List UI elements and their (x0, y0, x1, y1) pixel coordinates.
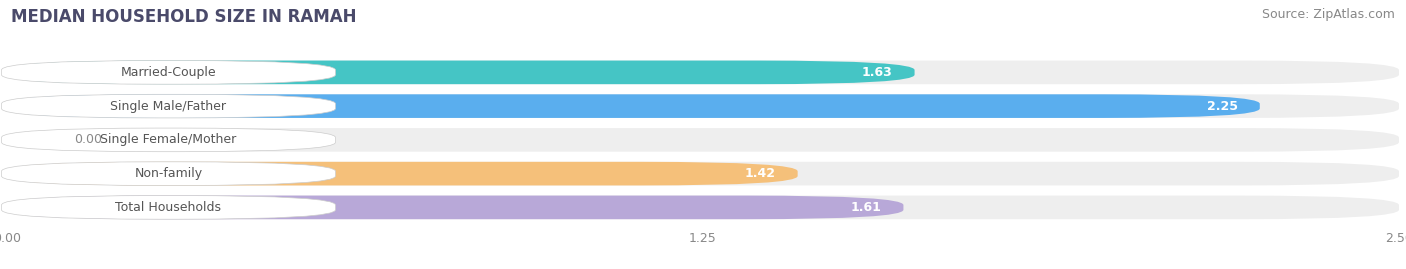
FancyBboxPatch shape (7, 61, 1399, 84)
Text: Total Households: Total Households (115, 201, 222, 214)
FancyBboxPatch shape (7, 196, 904, 219)
Text: 1.42: 1.42 (744, 167, 775, 180)
FancyBboxPatch shape (1, 128, 336, 152)
FancyBboxPatch shape (1, 162, 336, 185)
FancyBboxPatch shape (7, 128, 1399, 152)
FancyBboxPatch shape (7, 162, 1399, 185)
FancyBboxPatch shape (7, 61, 914, 84)
Text: Single Female/Mother: Single Female/Mother (100, 133, 236, 146)
FancyBboxPatch shape (1, 94, 336, 118)
Text: Non-family: Non-family (135, 167, 202, 180)
FancyBboxPatch shape (7, 94, 1399, 118)
Text: MEDIAN HOUSEHOLD SIZE IN RAMAH: MEDIAN HOUSEHOLD SIZE IN RAMAH (11, 8, 357, 26)
Text: Married-Couple: Married-Couple (121, 66, 217, 79)
Text: Source: ZipAtlas.com: Source: ZipAtlas.com (1261, 8, 1395, 21)
FancyBboxPatch shape (7, 162, 797, 185)
FancyBboxPatch shape (7, 94, 1260, 118)
FancyBboxPatch shape (1, 61, 336, 84)
Text: 1.63: 1.63 (862, 66, 893, 79)
Text: Single Male/Father: Single Male/Father (111, 100, 226, 113)
FancyBboxPatch shape (7, 196, 1399, 219)
Text: 2.25: 2.25 (1206, 100, 1237, 113)
FancyBboxPatch shape (1, 196, 336, 219)
Text: 1.61: 1.61 (851, 201, 882, 214)
Text: 0.00: 0.00 (75, 133, 101, 146)
